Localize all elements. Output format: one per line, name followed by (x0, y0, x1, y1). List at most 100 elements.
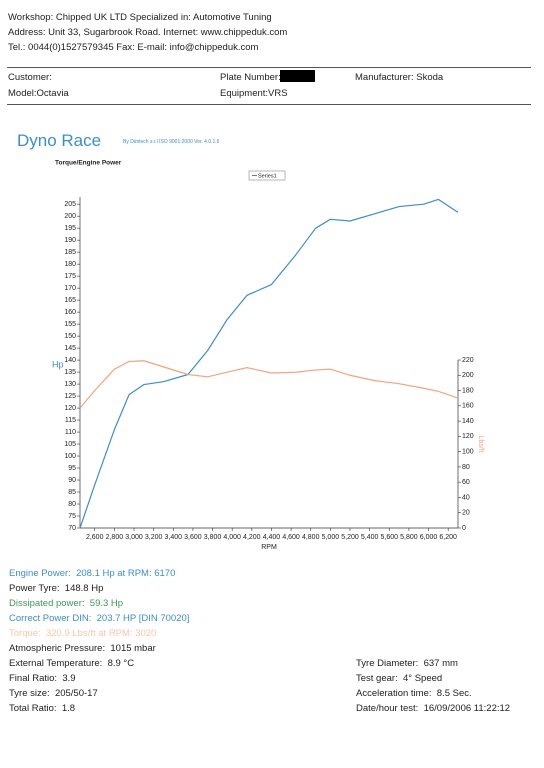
result-row: Test gear: 4° Speed (356, 673, 442, 684)
y2-tick-label: 160 (462, 403, 474, 410)
y-tick-label: 70 (68, 525, 76, 532)
result-row: Date/hour test: 16/09/2006 11:22:12 (356, 703, 510, 714)
y-tick-label: 145 (64, 345, 76, 352)
result-row: External Temperature: 8.9 °C (9, 658, 134, 669)
x-tick-label: 4,400 (263, 534, 281, 541)
result-label: Correct Power DIN: (9, 613, 92, 624)
customer: Customer: (8, 72, 52, 83)
y-tick-label: 180 (64, 261, 76, 268)
x-tick-label: 5,800 (400, 534, 418, 541)
x-tick-label: 3,800 (204, 534, 222, 541)
redaction (280, 70, 315, 82)
result-label: Tyre size: (9, 688, 50, 699)
x-tick-label: 4,800 (302, 534, 320, 541)
header-line: Tel.: 0044(0)1527579345 Fax: E-mail: inf… (8, 42, 259, 53)
result-row: Engine Power: 208.1 Hp at RPM: 6170 (9, 568, 175, 579)
equipment: Equipment:VRS (220, 88, 288, 99)
result-row: Tyre size: 205/50-17 (9, 688, 98, 699)
result-value: 16/09/2006 11:22:12 (423, 703, 511, 714)
result-value: 4° Speed (403, 673, 443, 684)
y-tick-label: 195 (64, 225, 76, 232)
y-tick-label: 135 (64, 369, 76, 376)
y2-tick-label: 80 (462, 464, 470, 471)
y2-tick-label: 20 (462, 510, 470, 517)
x-tick-label: 5,200 (341, 534, 359, 541)
y2-tick-label: 200 (462, 372, 474, 379)
result-value: 8.9 °C (107, 658, 135, 669)
y-tick-label: 95 (68, 465, 76, 472)
result-row: Acceleration time: 8.5 Sec. (356, 688, 472, 699)
result-label: Torque: (9, 628, 41, 639)
result-row: Power Tyre: 148.8 Hp (9, 583, 103, 594)
x-tick-label: 3,400 (165, 534, 183, 541)
chart: Torque/Engine Power Series1 70 75 80 85 90 95 10… (52, 160, 484, 551)
y-tick-label: 85 (68, 489, 76, 496)
y2-tick-label: 100 (462, 448, 474, 455)
series-line (79, 360, 459, 409)
result-label: Tyre Diameter: (356, 658, 419, 669)
x-tick-label: 2,800 (106, 534, 124, 541)
x-tick-label: 2,600 (86, 534, 104, 541)
result-value: 205/50-17 (54, 688, 98, 699)
legend-box (248, 170, 286, 181)
y-tick-label: 170 (64, 285, 76, 292)
result-value: 208.1 Hp at RPM: 6170 (76, 568, 176, 579)
result-label: Power Tyre: (9, 583, 60, 594)
result-label: Engine Power: (9, 568, 71, 579)
result-value: 203.7 HP [DIN 70020] (96, 613, 190, 624)
y-tick-label: 90 (68, 477, 76, 484)
y-tick-label: 200 (64, 213, 76, 220)
result-value: 637 mm (423, 658, 458, 669)
y-tick-label: 165 (64, 297, 76, 304)
y-tick-label: 105 (64, 441, 76, 448)
report-title: Dyno Race (17, 131, 102, 150)
result-value: 3.9 (62, 673, 76, 684)
result-row: Total Ratio: 1.8 (9, 703, 75, 714)
result-row: Atmospheric Pressure: 1015 mbar (9, 643, 156, 654)
y2-axis-label: Lbs/ft (477, 435, 484, 452)
y2-tick-label: 0 (462, 525, 466, 532)
y2-tick-label: 140 (462, 418, 474, 425)
x-tick-label: 3,000 (125, 534, 143, 541)
result-label: Final Ratio: (9, 673, 58, 684)
y-tick-label: 115 (65, 417, 76, 424)
result-value: 148.8 Hp (64, 583, 104, 594)
y-tick-label: 75 (68, 513, 76, 520)
result-label: Atmospheric Pressure: (9, 643, 106, 654)
divider (7, 67, 531, 68)
y2-tick-label: 180 (462, 387, 474, 394)
model: Model:Octavia (8, 88, 69, 99)
y-tick-label: 110 (65, 429, 76, 436)
result-row: Correct Power DIN: 203.7 HP [DIN 70020] (9, 613, 189, 624)
legend-label: Series1 (258, 173, 277, 179)
x-tick-label: 6,200 (439, 534, 457, 541)
result-label: Acceleration time: (356, 688, 432, 699)
header-line: Workshop: Chipped UK LTD Specialized in:… (8, 12, 272, 23)
y2-tick-label: 60 (462, 479, 470, 486)
result-row: Tyre Diameter: 637 mm (356, 658, 458, 669)
y-tick-label: 205 (64, 201, 76, 208)
y-tick-label: 130 (64, 381, 76, 388)
result-row: Torque: 320.9 Lbs/ft at RPM: 3020 (9, 628, 156, 639)
y-tick-label: 160 (64, 309, 76, 316)
y-tick-label: 140 (64, 357, 76, 364)
x-tick-label: 3,200 (145, 534, 163, 541)
x-tick-label: 4,000 (223, 534, 241, 541)
manufacturer: Manufacturer: Skoda (355, 72, 444, 83)
x-tick-label: 6,000 (420, 534, 438, 541)
result-value: 1015 mbar (110, 643, 156, 654)
x-tick-label: 5,400 (361, 534, 379, 541)
divider (7, 104, 531, 105)
result-value: 320.9 Lbs/ft at RPM: 3020 (45, 628, 157, 639)
result-label: Total Ratio: (9, 703, 57, 714)
result-row: Final Ratio: 3.9 (9, 673, 76, 684)
result-label: Date/hour test: (356, 703, 419, 714)
y-tick-label: 100 (64, 453, 76, 460)
y-tick-label: 175 (64, 273, 76, 280)
x-tick-label: 4,200 (243, 534, 261, 541)
x-tick-label: 4,600 (282, 534, 300, 541)
result-value: 8.5 Sec. (436, 688, 472, 699)
series-line (79, 198, 459, 529)
x-tick-label: 3,600 (184, 534, 202, 541)
y2-tick-label: 120 (462, 433, 474, 440)
